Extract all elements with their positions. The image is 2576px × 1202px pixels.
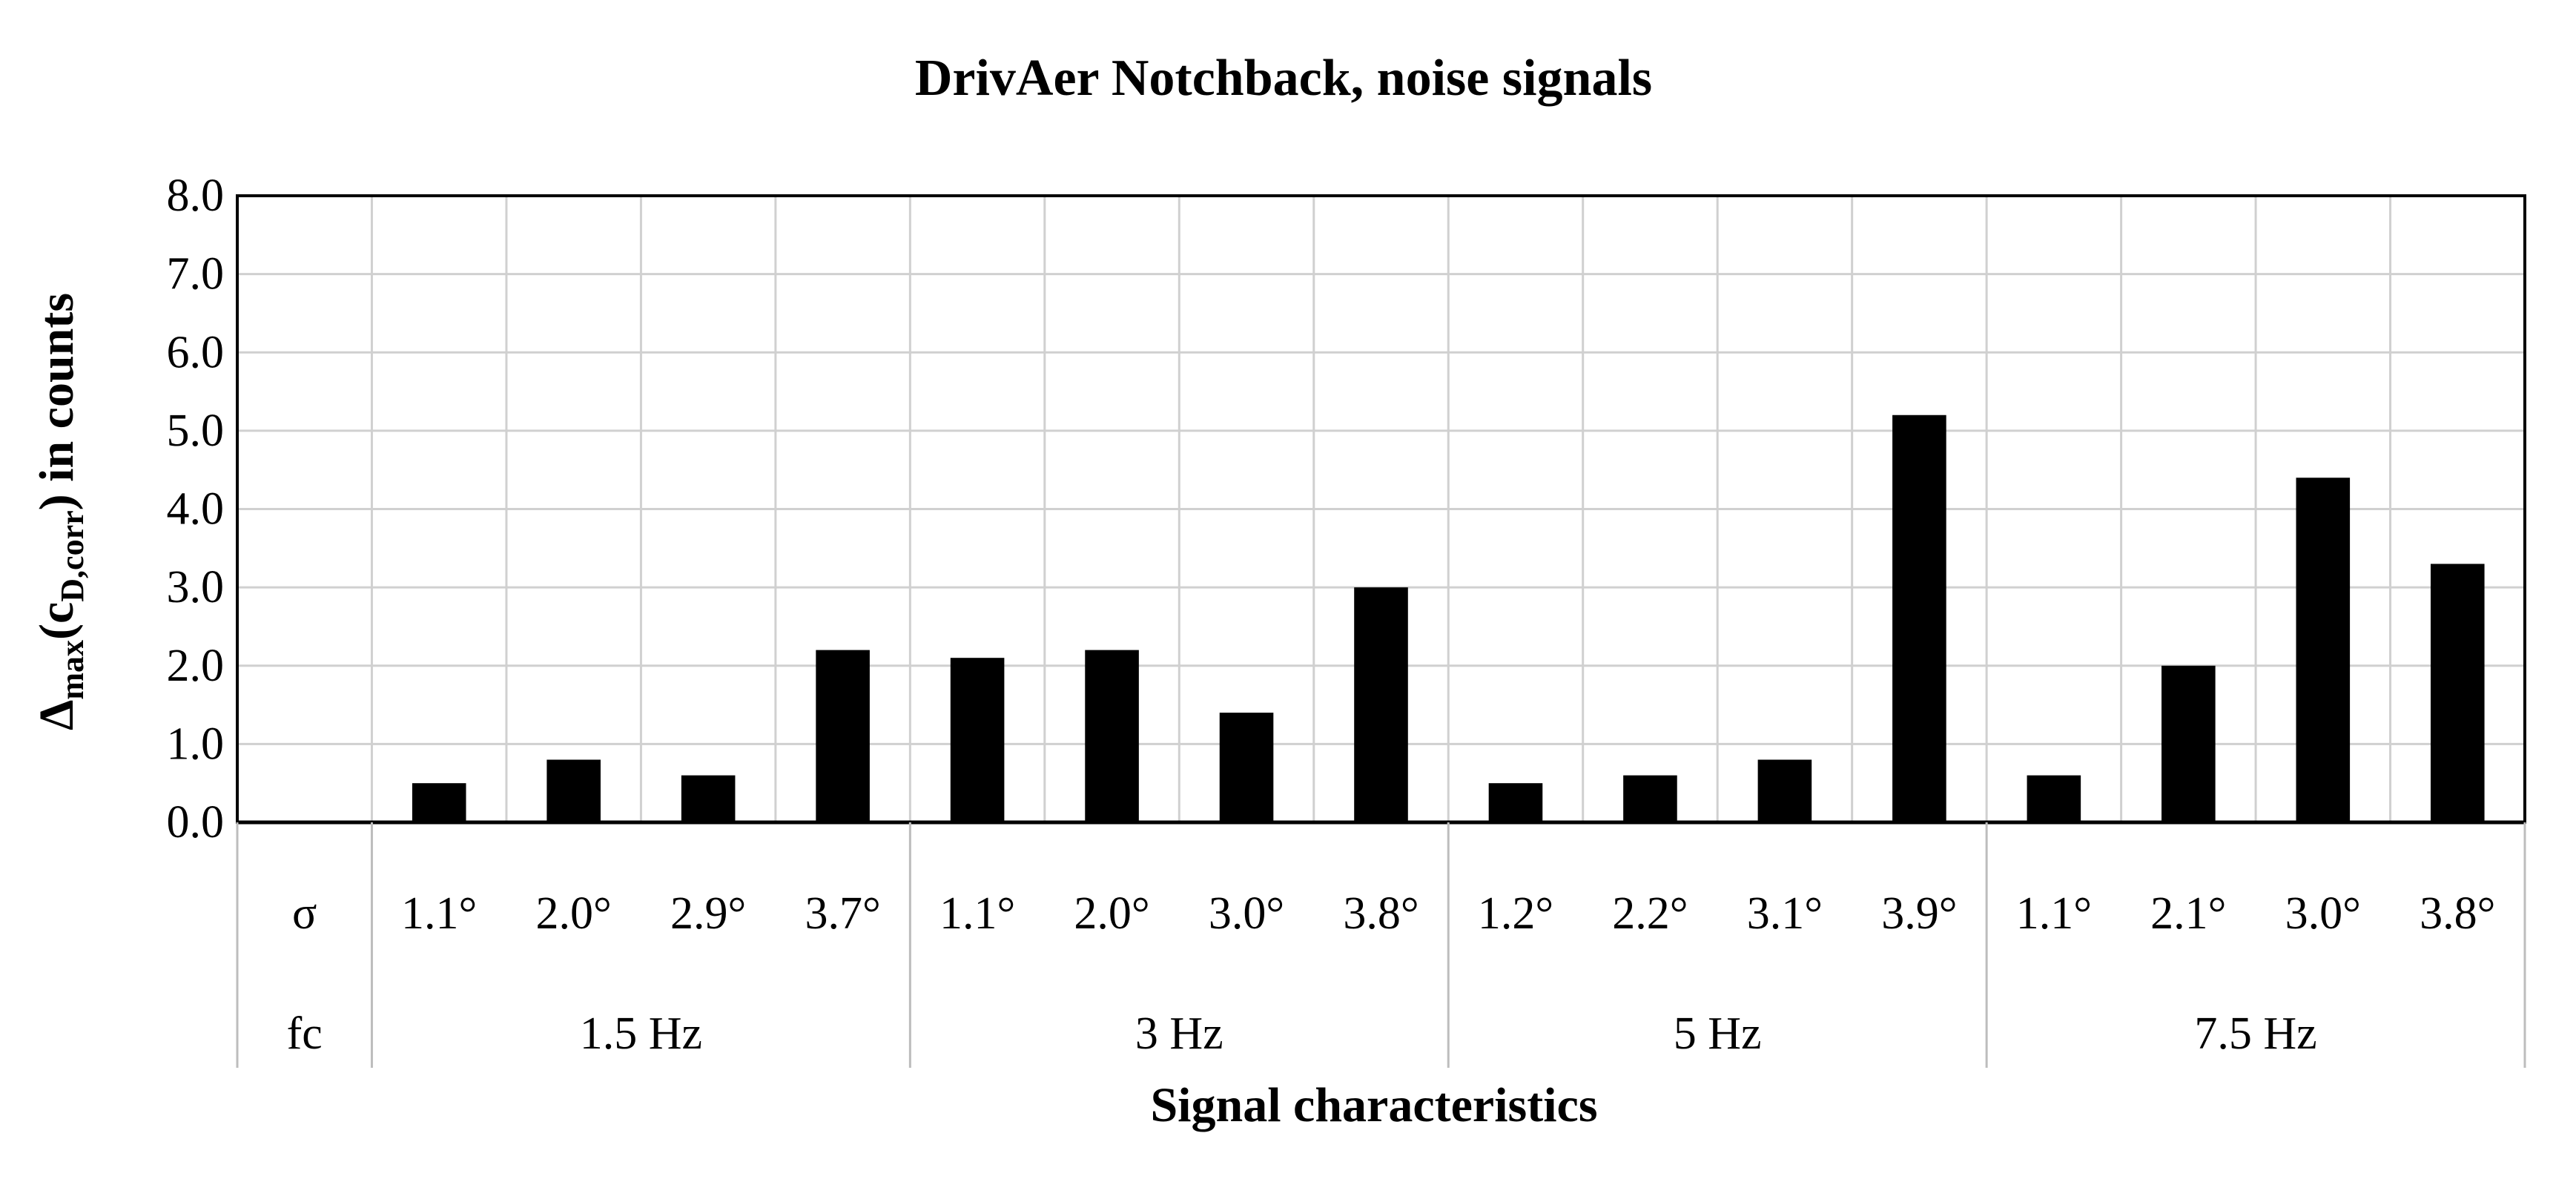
y-tick-labels: 0.0 1.0 2.0 3.0 4.0 5.0 6.0 7.0 8.0	[167, 171, 225, 848]
sigma-label: 1.1°	[939, 888, 1015, 939]
fc-group-label: 5 Hz	[1674, 1008, 1762, 1059]
sigma-label: 2.2°	[1612, 888, 1688, 939]
y-axis-d-subscript: D,corr	[54, 510, 90, 601]
sigma-label: 1.2°	[1478, 888, 1553, 939]
sigma-label: 2.0°	[536, 888, 612, 939]
bar	[1219, 713, 1274, 822]
fc-group-label: 3 Hz	[1135, 1008, 1223, 1059]
fc-row-label: fc	[287, 1008, 323, 1059]
bar	[1757, 759, 1812, 822]
bar	[1085, 650, 1139, 822]
fc-group-label: 7.5 Hz	[2194, 1008, 2316, 1059]
sigma-label: 3.0°	[2285, 888, 2361, 939]
y-axis-title: Δmax(cD,corr) in counts	[30, 293, 90, 730]
y-tick-label: 0.0	[167, 797, 225, 848]
y-tick-label: 6.0	[167, 327, 225, 377]
sigma-label: 2.0°	[1074, 888, 1149, 939]
sigma-label: 1.1°	[401, 888, 477, 939]
y-tick-label: 7.0	[167, 249, 225, 300]
bar	[2161, 665, 2216, 822]
bar	[412, 783, 466, 822]
bars	[412, 415, 2485, 822]
bar	[2430, 564, 2485, 822]
sigma-row-label: σ	[292, 888, 317, 939]
bar	[1892, 415, 1946, 822]
y-tick-label: 1.0	[167, 719, 225, 769]
sigma-label: 3.8°	[2420, 888, 2495, 939]
y-axis-close: ) in counts	[30, 293, 84, 510]
sigma-label: 1.1°	[2016, 888, 2092, 939]
gridlines	[237, 194, 2525, 822]
chart-title: DrivAer Notchback, noise signals	[915, 50, 1652, 107]
y-tick-label: 3.0	[167, 562, 225, 612]
y-axis-open: (c	[30, 602, 84, 640]
sigma-label: 3.9°	[1881, 888, 1957, 939]
bar	[816, 650, 870, 822]
bar	[1623, 775, 1677, 822]
axes	[236, 194, 2526, 825]
y-tick-label: 2.0	[167, 641, 225, 691]
sigma-label: 3.1°	[1747, 888, 1823, 939]
bar	[2296, 478, 2351, 822]
category-table: 1.1° 2.0° 2.9° 3.7° 1.1° 2.0° 3.0° 3.8° 1.2° 2.2°…	[236, 822, 2526, 1068]
y-tick-label: 4.0	[167, 484, 225, 535]
y-axis-delta: Δ	[30, 700, 84, 730]
sigma-label: 3.8°	[1343, 888, 1419, 939]
sigma-label: 3.0°	[1209, 888, 1284, 939]
sigma-label: 3.7°	[805, 888, 880, 939]
bar	[1354, 587, 1408, 822]
bar	[1488, 783, 1543, 822]
x-axis-title: Signal characteristics	[1150, 1078, 1597, 1132]
sigma-label: 2.9°	[670, 888, 746, 939]
y-tick-label: 5.0	[167, 406, 225, 456]
bar	[950, 658, 1005, 822]
bar	[681, 775, 736, 822]
fc-group-label: 1.5 Hz	[580, 1008, 702, 1059]
sigma-label: 2.1°	[2150, 888, 2226, 939]
y-tick-label: 8.0	[167, 171, 225, 221]
y-axis-max-subscript: max	[54, 640, 90, 700]
bar	[546, 759, 601, 822]
bar	[2027, 775, 2081, 822]
